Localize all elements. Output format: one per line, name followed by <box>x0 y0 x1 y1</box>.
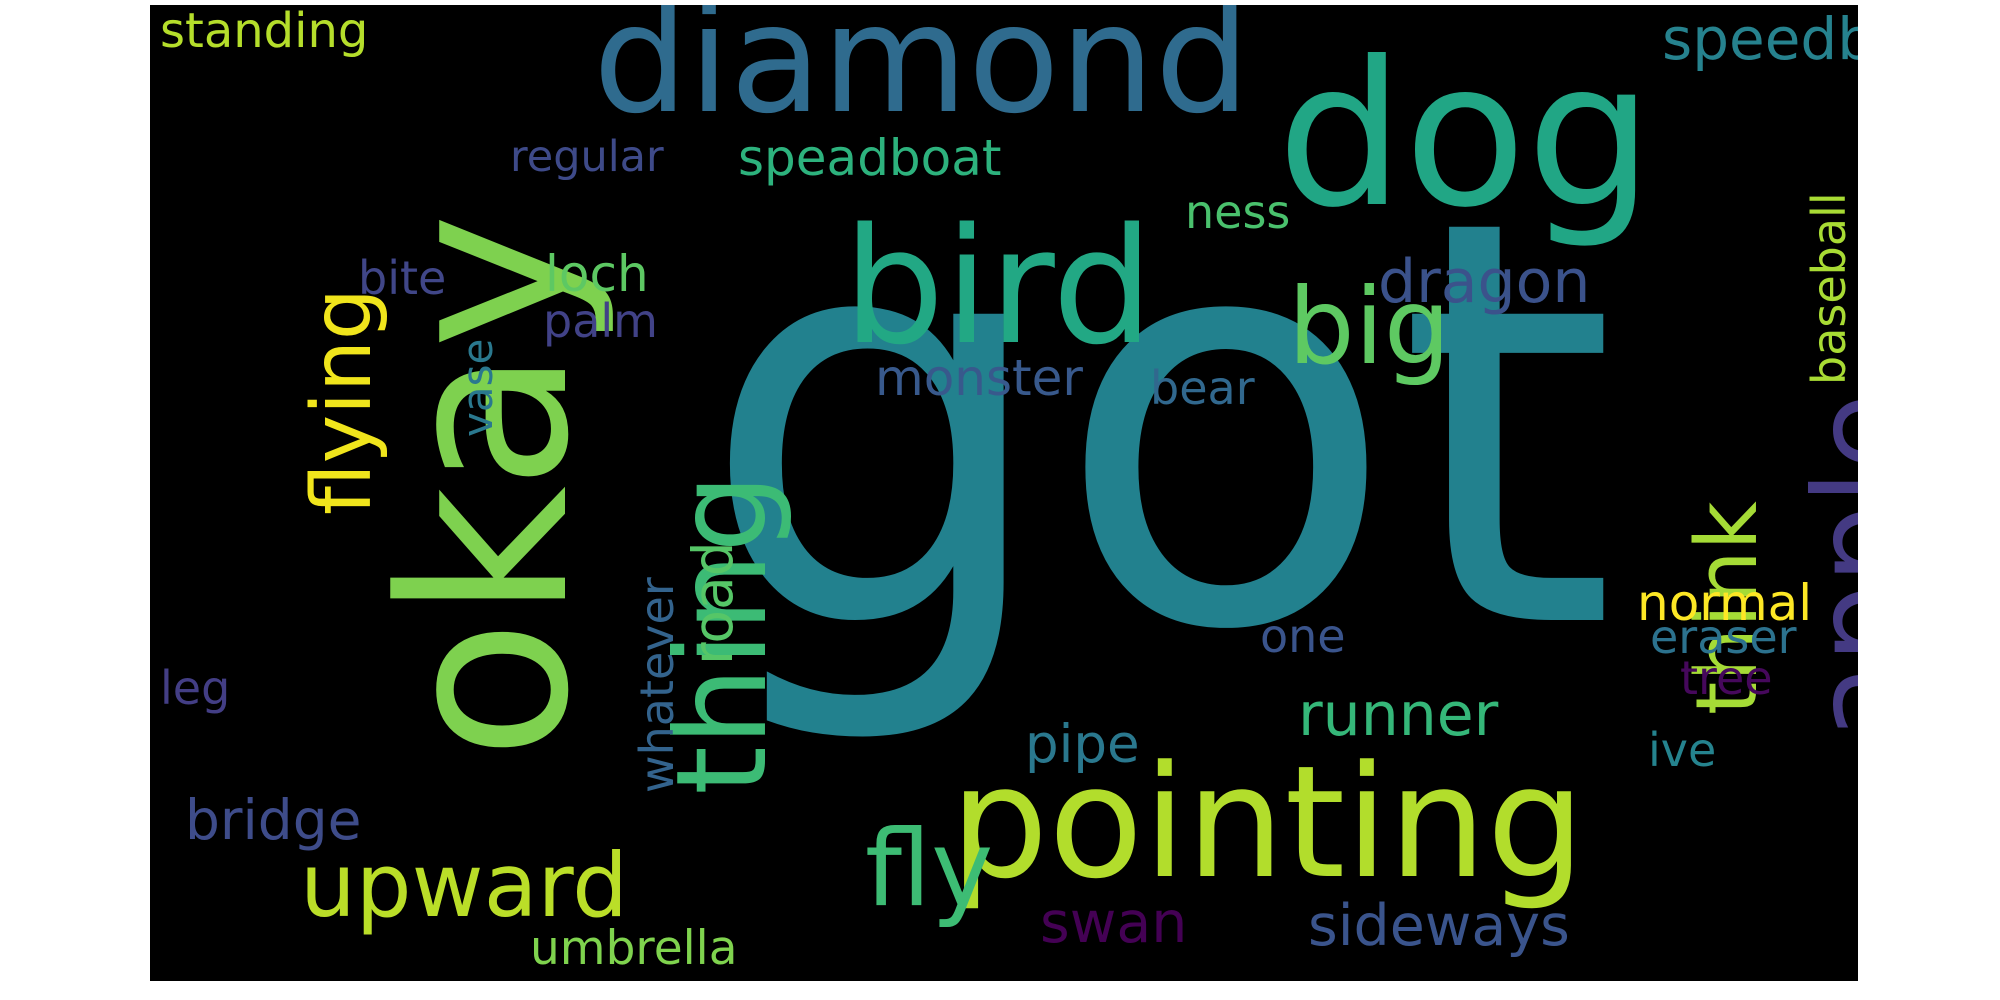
word-swan: swan <box>1040 890 1188 956</box>
word-monster: monster <box>875 349 1083 407</box>
word-bear: bear <box>1150 361 1255 415</box>
word-speedboat: speedboat <box>1662 5 1858 73</box>
word-bite: bite <box>358 251 447 305</box>
word-pointing: pointing <box>950 732 1585 913</box>
word-ive: ive <box>1648 723 1717 777</box>
word-whatever: whatever <box>630 577 684 793</box>
word-normal: normal <box>1637 574 1813 632</box>
word-dog: dog <box>1277 19 1654 252</box>
word-palm: palm <box>543 294 658 348</box>
word-cloud: got okay pointing dog diamond bird apple… <box>150 5 1858 981</box>
word-apple: apple <box>1788 393 1858 740</box>
word-standing: standing <box>160 5 369 59</box>
word-dragon: dragon <box>1378 247 1591 317</box>
word-vase: vase <box>453 338 502 437</box>
word-bridge: bridge <box>185 788 362 852</box>
word-speadboat: speadboat <box>738 129 1002 187</box>
word-flying: flying <box>295 288 390 515</box>
word-umbrella: umbrella <box>530 921 738 976</box>
word-got: got <box>699 101 1617 753</box>
word-sideways: sideways <box>1308 893 1570 959</box>
word-bird: bird <box>843 193 1154 380</box>
word-one: one <box>1260 609 1346 663</box>
word-diamond: diamond <box>593 5 1250 147</box>
word-eraser: eraser <box>1650 610 1797 664</box>
word-fly: fly <box>865 808 994 930</box>
word-baseball: baseball <box>1802 192 1856 385</box>
word-big: big <box>1288 266 1451 388</box>
word-loch: loch <box>545 245 649 303</box>
word-pipe: pipe <box>1025 714 1140 775</box>
word-tree: tree <box>1680 651 1773 705</box>
word-leg: leg <box>160 661 231 715</box>
word-regular: regular <box>510 132 664 182</box>
word-runner: runner <box>1298 680 1499 750</box>
word-upward: upward <box>300 834 629 937</box>
word-road: road <box>681 541 745 665</box>
word-ness: ness <box>1185 185 1291 239</box>
